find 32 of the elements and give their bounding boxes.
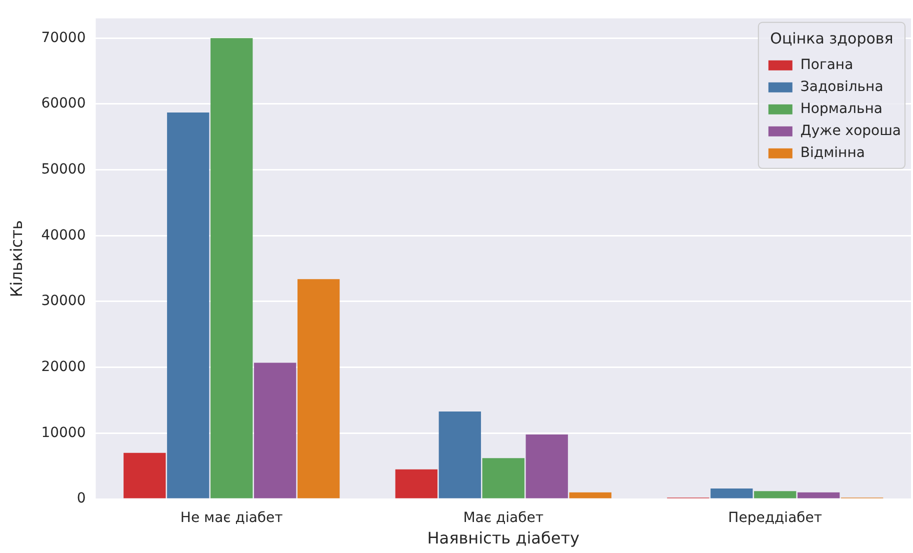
bar: [124, 452, 166, 498]
bar: [254, 362, 296, 498]
y-axis-title: Кількість: [6, 220, 26, 298]
bar: [798, 492, 840, 498]
y-tick-label: 40000: [41, 227, 86, 244]
bar: [395, 469, 438, 498]
legend-label: Дуже хороша: [800, 123, 902, 140]
x-tick-label: Не має діабет: [180, 510, 283, 526]
y-tick-label: 20000: [41, 358, 86, 375]
bar: [167, 112, 210, 498]
y-tick-label: 10000: [41, 424, 86, 441]
bar: [210, 38, 253, 498]
bar: [526, 434, 568, 498]
legend-label: Відмінна: [800, 145, 865, 162]
bar: [710, 488, 753, 498]
x-axis-title: Наявність діабету: [427, 528, 580, 548]
y-tick-label: 70000: [41, 30, 86, 46]
legend-label: Задовільна: [800, 79, 884, 96]
x-tick-label: Переддіабет: [728, 510, 822, 526]
y-tick-label: 50000: [41, 161, 86, 178]
bar: [297, 279, 340, 498]
y-tick-label: 0: [76, 490, 86, 507]
bar: [754, 491, 796, 498]
legend-label: Погана: [800, 57, 854, 74]
y-tick-label: 30000: [41, 293, 86, 310]
y-tick-label: 60000: [41, 96, 86, 112]
bar: [438, 411, 481, 498]
legend-label: Нормальна: [800, 101, 882, 118]
x-tick-label: Має діабет: [463, 510, 544, 526]
bar: [569, 492, 612, 498]
bar: [482, 458, 524, 498]
legend-title: Оцінка здоровя: [770, 29, 894, 48]
